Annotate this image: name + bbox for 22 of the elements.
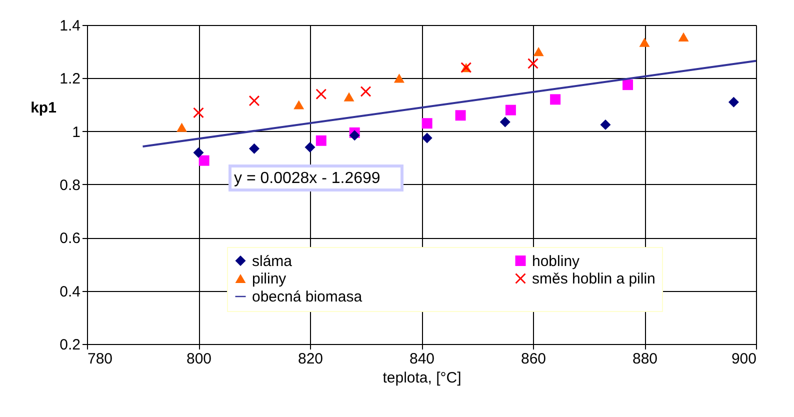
x-tick-label: 900 [731, 350, 756, 368]
x-tick-label: 800 [186, 350, 212, 368]
x-tick-label: 820 [298, 350, 324, 368]
legend-label: piliny [252, 270, 287, 288]
y-tick-label: 0.2 [60, 336, 80, 354]
annotation: y = 0.0028x - 1.2699 [234, 170, 380, 187]
x-tick-label: 780 [88, 350, 113, 368]
y-tick-label: 1 [72, 124, 80, 141]
x-tick-label: 840 [409, 350, 435, 368]
legend-label: obecná biomasa [252, 288, 363, 306]
y-tick-label: 0.8 [60, 177, 80, 194]
legend-label: sláma [252, 252, 293, 270]
y-tick-label: 1.2 [60, 70, 80, 88]
y-axis-title: kp1 [30, 100, 56, 116]
y-tick-label: 0.6 [60, 230, 80, 248]
y-tick-label: 0.4 [60, 283, 80, 300]
x-tick-label: 860 [520, 350, 546, 368]
legend-label: směs hoblin a pilin [532, 270, 656, 288]
x-axis-title: teplota, [°C] [382, 370, 462, 386]
legend-label: hobliny [532, 252, 580, 270]
y-tick-label: 1.4 [60, 18, 80, 34]
x-tick-label: 880 [632, 350, 658, 368]
